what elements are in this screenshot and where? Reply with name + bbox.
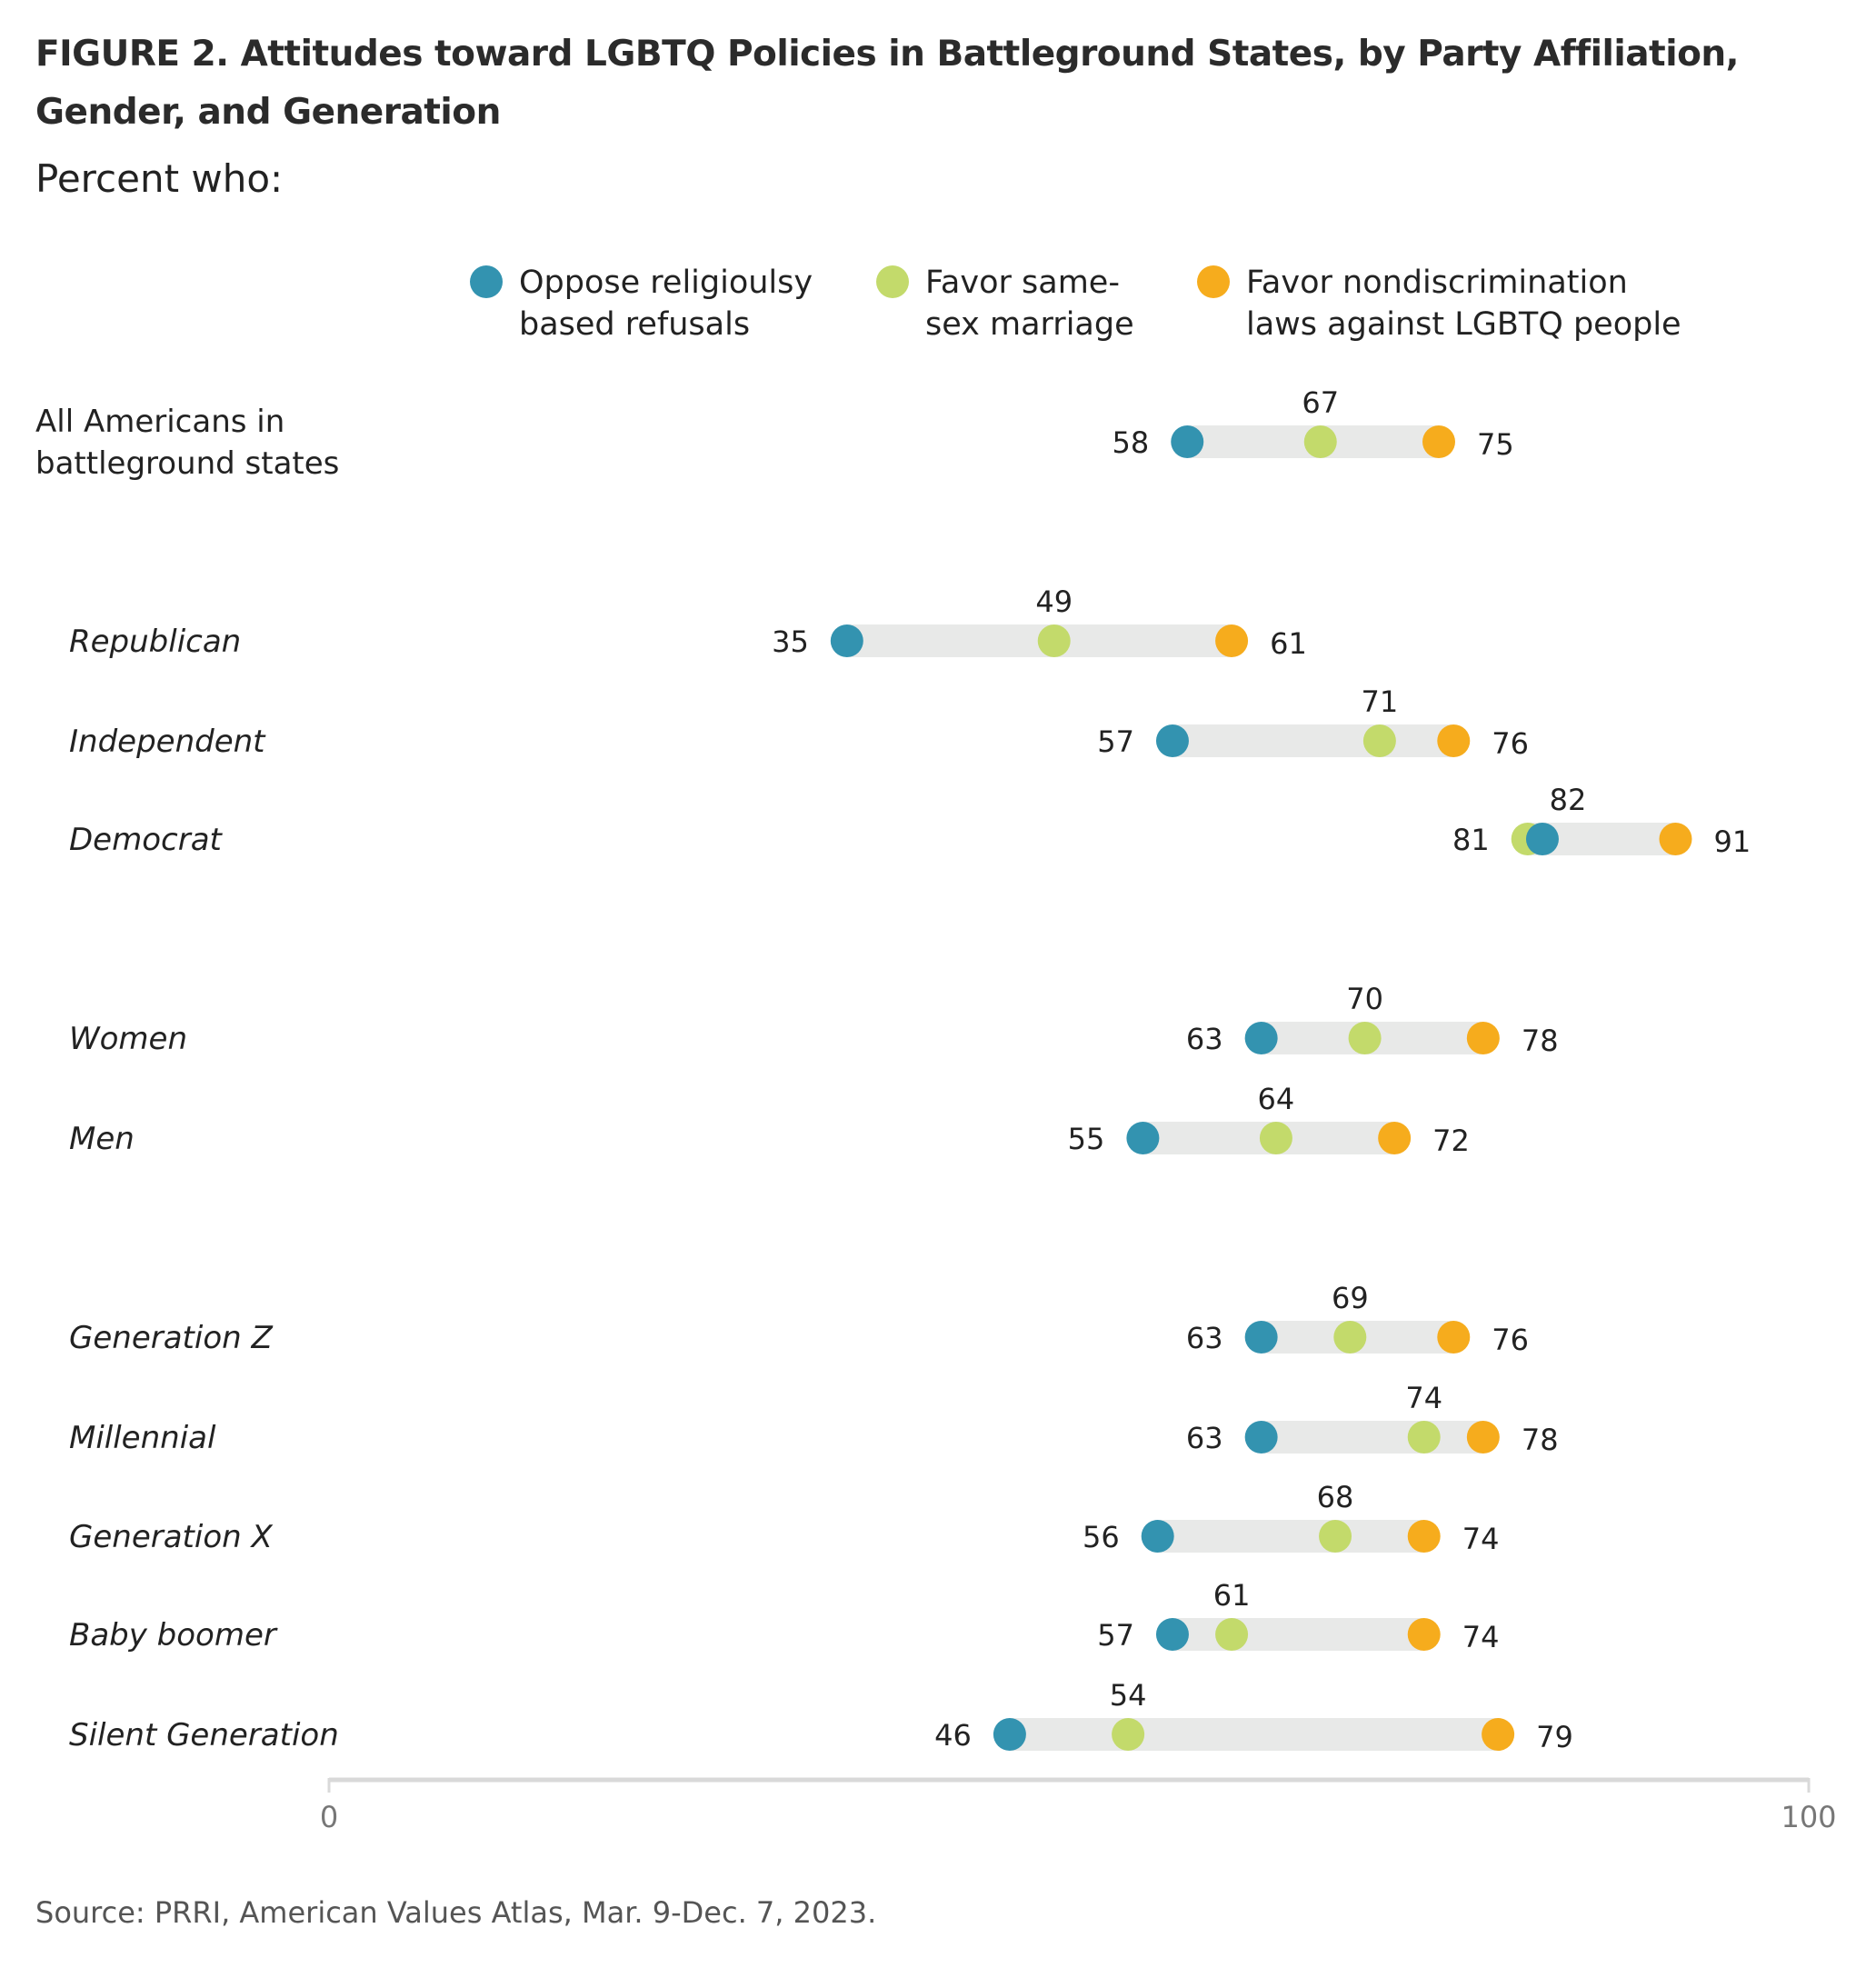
dot-oppose-refusals — [1244, 1022, 1278, 1054]
dot-nondiscrimination — [1466, 1421, 1500, 1454]
dot-oppose-refusals — [1141, 1520, 1174, 1553]
dot-nondiscrimination — [1215, 624, 1249, 657]
dot-nondiscrimination — [1466, 1022, 1500, 1054]
legend-label: Oppose religioulsy — [519, 265, 813, 301]
category-label: Republican — [69, 624, 241, 660]
dot-nondiscrimination — [1437, 1321, 1471, 1354]
range-bar — [1172, 724, 1454, 757]
dot-oppose-refusals — [1244, 1321, 1278, 1354]
value-label: 57 — [1097, 724, 1134, 759]
chart-subtitle: Percent who: — [35, 156, 284, 201]
dot-same-sex-marriage — [1407, 1421, 1441, 1454]
dot-oppose-refusals — [1126, 1122, 1160, 1154]
legend-label: Favor nondiscrimination — [1246, 265, 1628, 301]
x-tick-label: 0 — [320, 1800, 338, 1834]
dot-oppose-refusals — [1244, 1421, 1278, 1454]
category-label: Men — [69, 1121, 135, 1157]
value-label: 68 — [1317, 1480, 1354, 1514]
value-label: 67 — [1302, 385, 1339, 420]
value-label: 54 — [1110, 1678, 1147, 1713]
value-label: 75 — [1477, 427, 1514, 462]
value-label: 57 — [1097, 1618, 1134, 1653]
value-label: 69 — [1332, 1281, 1369, 1315]
range-bar — [1157, 1520, 1424, 1553]
category-label: Generation X — [69, 1519, 273, 1555]
category-label: Democrat — [69, 822, 224, 858]
dot-same-sex-marriage — [1037, 624, 1071, 657]
x-tick-label: 100 — [1781, 1800, 1836, 1834]
legend-label: laws against LGBTQ people — [1246, 306, 1681, 343]
value-label: 63 — [1186, 1421, 1223, 1455]
value-label: 35 — [772, 624, 809, 659]
dot-same-sex-marriage — [1333, 1321, 1367, 1354]
dot-oppose-refusals — [830, 624, 863, 657]
dot-nondiscrimination — [1407, 1520, 1441, 1553]
dot-oppose-refusals — [1155, 724, 1189, 757]
dot-oppose-refusals — [1525, 823, 1559, 855]
category-label: Millennial — [69, 1420, 216, 1456]
dot-nondiscrimination — [1482, 1718, 1515, 1751]
value-label: 58 — [1113, 425, 1150, 460]
dot-nondiscrimination — [1407, 1618, 1441, 1651]
chart-title: FIGURE 2. Attitudes toward LGBTQ Policie… — [35, 34, 1739, 133]
value-label: 79 — [1536, 1720, 1573, 1754]
dot-oppose-refusals — [1155, 1618, 1189, 1651]
legend-marker — [470, 265, 503, 298]
value-label: 56 — [1083, 1520, 1120, 1554]
dot-same-sex-marriage — [1348, 1022, 1382, 1054]
dot-same-sex-marriage — [1112, 1718, 1145, 1751]
range-bar — [1009, 1718, 1499, 1751]
value-label: 61 — [1270, 626, 1307, 661]
legend-label: Favor same- — [925, 265, 1120, 301]
dot-nondiscrimination — [1378, 1122, 1412, 1154]
category-label: Silent Generation — [69, 1717, 339, 1753]
legend-label: sex marriage — [925, 306, 1134, 343]
category-label: Baby boomer — [69, 1617, 278, 1653]
value-label: 74 — [1462, 1620, 1500, 1654]
value-label: 71 — [1362, 684, 1399, 719]
dot-same-sex-marriage — [1303, 425, 1337, 458]
value-label: 49 — [1035, 584, 1073, 619]
value-label: 76 — [1492, 726, 1529, 761]
value-label: 46 — [934, 1718, 972, 1753]
value-label: 70 — [1346, 982, 1383, 1016]
value-label: 64 — [1258, 1082, 1295, 1116]
value-label: 81 — [1452, 823, 1490, 857]
dot-nondiscrimination — [1659, 823, 1692, 855]
dot-same-sex-marriage — [1259, 1122, 1292, 1154]
dot-same-sex-marriage — [1319, 1520, 1352, 1553]
category-label: All Americans in — [35, 404, 284, 440]
category-label: battleground states — [35, 445, 339, 482]
legend-marker — [876, 265, 909, 298]
value-label: 72 — [1432, 1124, 1470, 1158]
dot-nondiscrimination — [1437, 724, 1471, 757]
category-label: Generation Z — [69, 1320, 273, 1356]
category-label: Women — [69, 1021, 187, 1057]
value-label: 63 — [1186, 1321, 1223, 1355]
value-label: 78 — [1522, 1024, 1559, 1058]
legend-marker — [1197, 265, 1230, 298]
value-label: 82 — [1550, 783, 1587, 817]
value-label: 55 — [1068, 1122, 1105, 1156]
dot-same-sex-marriage — [1362, 724, 1396, 757]
value-label: 74 — [1462, 1522, 1500, 1556]
value-label: 61 — [1213, 1578, 1251, 1613]
value-label: 76 — [1492, 1323, 1529, 1357]
value-label: 63 — [1186, 1022, 1223, 1056]
source-note: Source: PRRI, American Values Atlas, Mar… — [35, 1895, 877, 1930]
dot-oppose-refusals — [993, 1718, 1026, 1751]
dot-oppose-refusals — [1171, 425, 1204, 458]
range-bar — [1261, 1421, 1483, 1454]
range-bar — [1172, 1618, 1424, 1651]
legend-label: based refusals — [519, 306, 750, 343]
category-label: Independent — [69, 724, 266, 760]
value-label: 74 — [1405, 1381, 1442, 1415]
value-label: 91 — [1713, 824, 1751, 859]
value-label: 78 — [1522, 1423, 1559, 1457]
dot-nondiscrimination — [1422, 425, 1455, 458]
dot-same-sex-marriage — [1215, 1618, 1249, 1651]
